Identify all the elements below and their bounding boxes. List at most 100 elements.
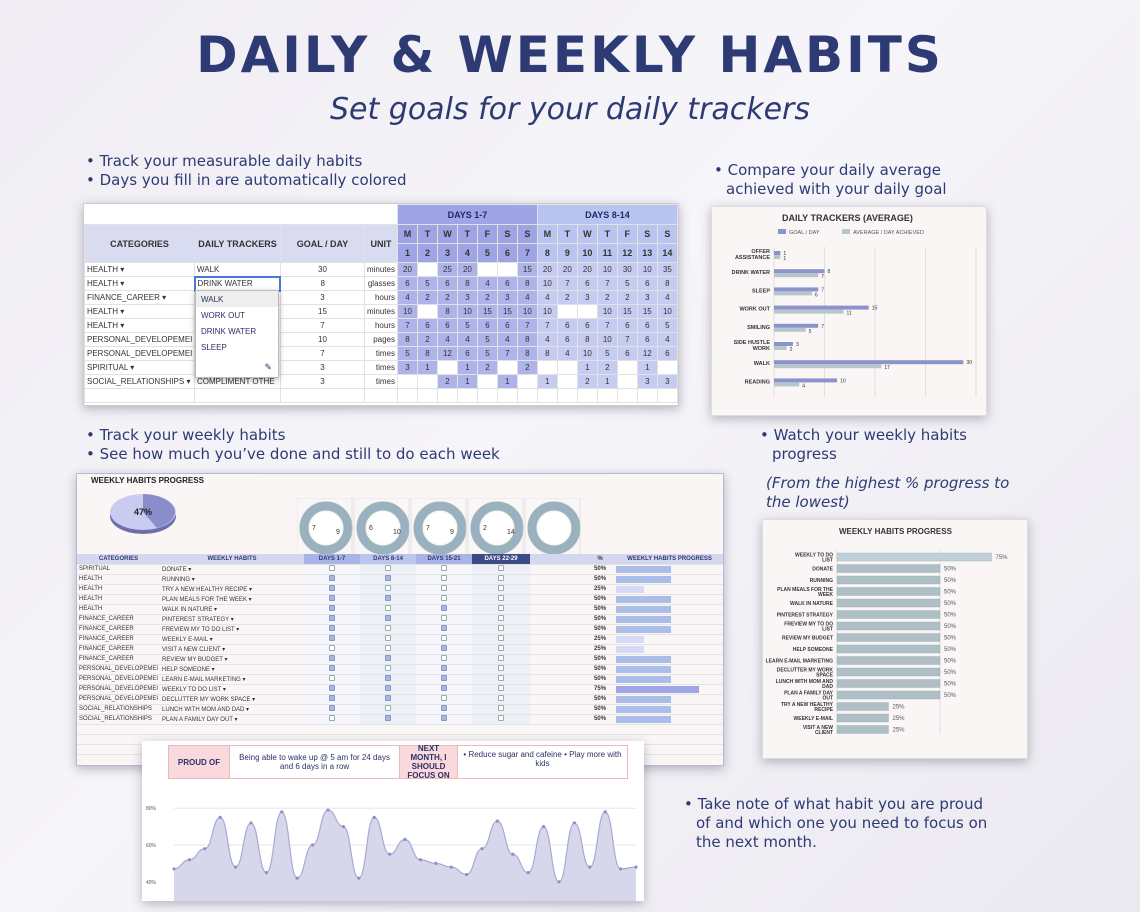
day-value[interactable]: 5 [596, 346, 618, 361]
day-value[interactable]: 2 [476, 360, 498, 375]
day-value[interactable]: 8 [576, 332, 598, 347]
category-select[interactable]: PERSONAL_DEVELOPEMEI ▾ [84, 346, 195, 361]
day-value[interactable]: 20 [556, 262, 578, 277]
week-checkbox[interactable] [329, 575, 336, 581]
week-checkbox[interactable] [329, 675, 336, 681]
day-value[interactable]: 8 [416, 346, 438, 361]
day-value[interactable]: 1 [416, 360, 438, 375]
day-value[interactable]: 7 [396, 318, 418, 333]
day-value[interactable]: 7 [516, 318, 538, 333]
day-value[interactable] [416, 262, 438, 277]
day-value[interactable]: 3 [456, 290, 478, 305]
day-value[interactable]: 4 [516, 290, 538, 305]
habit-select[interactable]: HELP SOMEONE ▾ [160, 664, 305, 675]
day-value[interactable]: 10 [596, 304, 618, 319]
week-checkbox[interactable] [329, 595, 336, 601]
day-value[interactable]: 1 [536, 374, 558, 389]
day-value[interactable]: 15 [496, 304, 518, 319]
day-value[interactable]: 4 [536, 290, 558, 305]
category-select[interactable]: HEALTH [77, 574, 161, 585]
day-value[interactable]: 4 [656, 290, 678, 305]
habit-select[interactable]: RUNNING ▾ [160, 574, 305, 585]
category-select[interactable]: PERSONAL_DEVELOPEMEI [77, 664, 161, 675]
week-checkbox[interactable] [329, 615, 336, 621]
week-checkbox[interactable] [498, 695, 505, 701]
day-value[interactable] [536, 360, 558, 375]
week-checkbox[interactable] [441, 705, 448, 711]
week-checkbox[interactable] [498, 665, 505, 671]
day-value[interactable] [656, 360, 678, 375]
week-checkbox[interactable] [498, 685, 505, 691]
habit-select[interactable]: PLAN MEALS FOR THE WEEK ▾ [160, 594, 305, 605]
week-checkbox[interactable] [385, 585, 392, 591]
day-value[interactable] [576, 304, 598, 319]
day-value[interactable]: 5 [656, 318, 678, 333]
category-select[interactable]: FINANCE_CAREER ▾ [84, 290, 195, 305]
day-value[interactable]: 20 [456, 262, 478, 277]
day-value[interactable] [556, 360, 578, 375]
week-checkbox[interactable] [329, 705, 336, 711]
week-checkbox[interactable] [441, 595, 448, 601]
habit-select[interactable]: PINTEREST STRATEGY ▾ [160, 614, 305, 625]
week-checkbox[interactable] [441, 575, 448, 581]
week-checkbox[interactable] [385, 605, 392, 611]
day-value[interactable]: 6 [456, 346, 478, 361]
day-value[interactable] [556, 374, 578, 389]
day-value[interactable] [556, 304, 578, 319]
day-value[interactable]: 2 [476, 290, 498, 305]
category-select[interactable]: SOCIAL_RELATIONSHIPS [77, 714, 161, 725]
category-select[interactable]: FINANCE_CAREER [77, 624, 161, 635]
day-value[interactable]: 2 [576, 374, 598, 389]
week-checkbox[interactable] [385, 575, 392, 581]
day-value[interactable] [476, 262, 498, 277]
day-value[interactable]: 6 [556, 332, 578, 347]
week-checkbox[interactable] [385, 645, 392, 651]
day-value[interactable] [616, 374, 638, 389]
day-value[interactable]: 6 [656, 346, 678, 361]
week-checkbox[interactable] [498, 635, 505, 641]
category-select[interactable]: HEALTH ▾ [84, 318, 195, 333]
week-checkbox[interactable] [329, 685, 336, 691]
day-value[interactable]: 5 [456, 318, 478, 333]
week-checkbox[interactable] [385, 655, 392, 661]
day-value[interactable]: 1 [596, 374, 618, 389]
day-value[interactable]: 3 [636, 290, 658, 305]
day-value[interactable]: 5 [416, 276, 438, 291]
week-checkbox[interactable] [329, 655, 336, 661]
category-select[interactable]: FINANCE_CAREER [77, 614, 161, 625]
day-value[interactable] [416, 304, 438, 319]
category-select[interactable]: SOCIAL_RELATIONSHIPS [77, 704, 161, 715]
day-value[interactable]: 7 [496, 346, 518, 361]
day-value[interactable]: 5 [476, 346, 498, 361]
day-value[interactable]: 6 [436, 276, 458, 291]
proud-text[interactable]: Being able to wake up @ 5 am for 24 days… [229, 746, 399, 778]
day-value[interactable]: 10 [596, 262, 618, 277]
week-checkbox[interactable] [498, 655, 505, 661]
day-value[interactable]: 6 [636, 276, 658, 291]
day-value[interactable]: 4 [436, 332, 458, 347]
focus-text[interactable]: • Reduce sugar and cafeine • Play more w… [457, 746, 627, 778]
day-value[interactable]: 4 [396, 290, 418, 305]
day-value[interactable]: 1 [456, 374, 478, 389]
day-value[interactable] [516, 374, 538, 389]
week-checkbox[interactable] [498, 575, 505, 581]
day-value[interactable]: 2 [416, 332, 438, 347]
week-checkbox[interactable] [498, 715, 505, 721]
week-checkbox[interactable] [441, 695, 448, 701]
day-value[interactable]: 1 [576, 360, 598, 375]
category-select[interactable]: HEALTH [77, 584, 161, 595]
tracker-select[interactable]: DRINK WATER [193, 275, 282, 292]
day-value[interactable] [416, 374, 438, 389]
day-value[interactable]: 8 [516, 276, 538, 291]
category-select[interactable]: PERSONAL_DEVELOPEMEI [77, 694, 161, 705]
week-checkbox[interactable] [329, 645, 336, 651]
week-checkbox[interactable] [385, 615, 392, 621]
category-select[interactable]: HEALTH [77, 604, 161, 615]
day-value[interactable]: 1 [636, 360, 658, 375]
day-value[interactable]: 8 [456, 276, 478, 291]
day-value[interactable] [496, 262, 518, 277]
day-value[interactable]: 7 [596, 276, 618, 291]
day-value[interactable]: 6 [636, 318, 658, 333]
week-checkbox[interactable] [385, 635, 392, 641]
day-value[interactable]: 10 [536, 304, 558, 319]
